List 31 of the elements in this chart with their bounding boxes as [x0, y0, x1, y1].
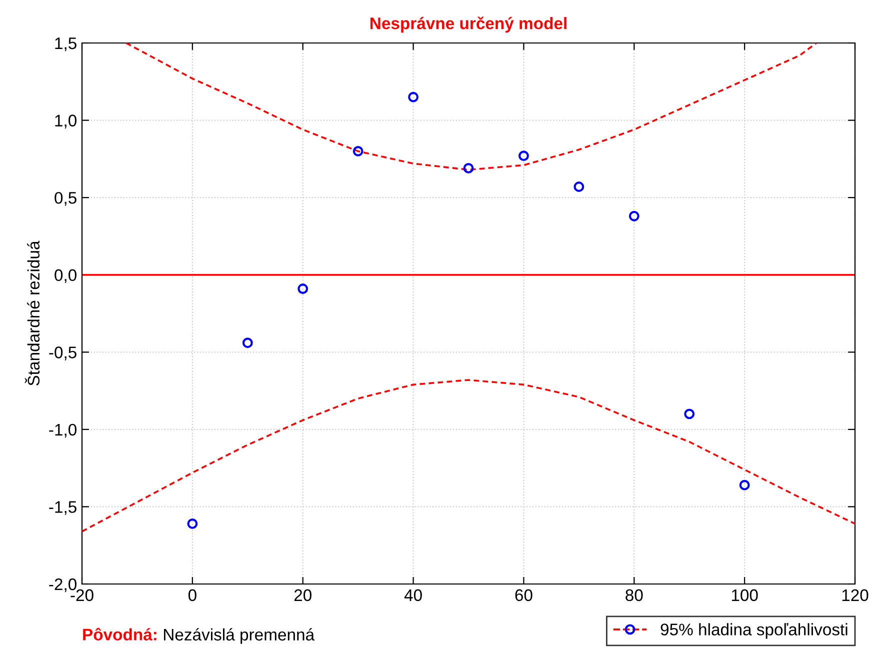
- y-tick-label: -0,5: [49, 346, 76, 360]
- point: [242, 338, 253, 348]
- x-tick-label: 60: [515, 589, 532, 602]
- y-tick-label: -1,5: [49, 501, 76, 515]
- x-tick-label: 120: [842, 589, 868, 602]
- y-tick-label: 0,0: [54, 269, 76, 284]
- point: [352, 146, 364, 156]
- point: [187, 518, 198, 529]
- y-tick-label: 1,0: [55, 114, 76, 128]
- point: [628, 210, 640, 222]
- y-tick-label: 0,5: [54, 192, 76, 206]
- x-tick-label: 20: [294, 589, 312, 602]
- point: [298, 284, 308, 294]
- point: [684, 408, 695, 420]
- y-tick-label: 1,5: [55, 38, 76, 52]
- text: Pôvodná:: [83, 628, 156, 640]
- point: [518, 150, 529, 162]
- line-series: [82, 379, 855, 532]
- x-tick-label: 40: [404, 589, 422, 602]
- chart-title: Nesprávne určený model: [370, 16, 566, 33]
- y-axis-title: Štandardné reziduá: [24, 240, 40, 386]
- y-tick-label: -1,0: [49, 424, 76, 438]
- x-tick-label: 80: [626, 589, 643, 602]
- point: [574, 182, 584, 192]
- x-tick-label: 100: [732, 589, 758, 602]
- text: Nezávislá premenná: [164, 628, 315, 644]
- point: [408, 92, 418, 102]
- point: [463, 162, 474, 174]
- x-tick-label: 0: [188, 589, 196, 602]
- legend-label: 95% hladina spoľahlivosti: [660, 623, 848, 639]
- point: [739, 480, 750, 490]
